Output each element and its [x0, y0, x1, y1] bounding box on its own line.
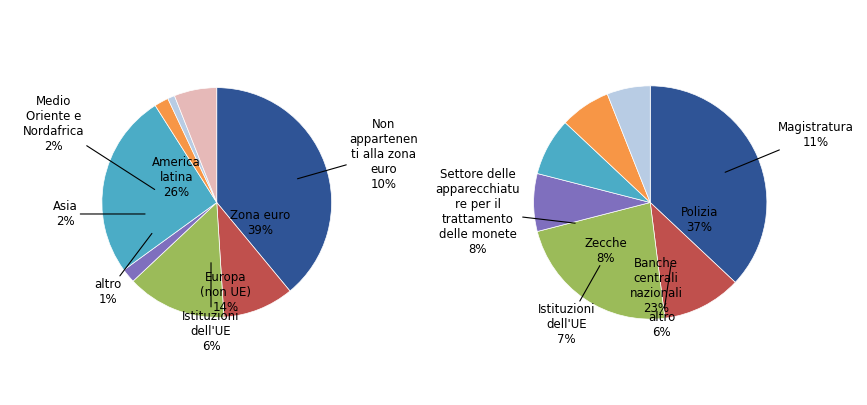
Wedge shape: [538, 202, 665, 319]
Wedge shape: [124, 202, 217, 281]
Text: altro
1%: altro 1%: [94, 233, 152, 306]
Text: America
latina
26%: America latina 26%: [153, 156, 201, 199]
Text: Medio
Oriente e
Nordafrica
2%: Medio Oriente e Nordafrica 2%: [23, 96, 154, 190]
Wedge shape: [650, 202, 735, 318]
Text: Istituzioni
dell'UE
7%: Istituzioni dell'UE 7%: [538, 266, 600, 346]
Wedge shape: [155, 98, 217, 202]
Wedge shape: [217, 87, 331, 291]
Text: Settore delle
apparecchiatu
re per il
trattamento
delle monete
8%: Settore delle apparecchiatu re per il tr…: [435, 168, 575, 256]
Wedge shape: [533, 173, 650, 232]
Wedge shape: [168, 96, 217, 202]
Text: Banche
centrali
nazionali
23%: Banche centrali nazionali 23%: [629, 258, 682, 315]
Text: Asia
2%: Asia 2%: [53, 200, 145, 228]
Wedge shape: [607, 86, 650, 202]
Wedge shape: [565, 94, 650, 202]
Text: Polizia
37%: Polizia 37%: [681, 206, 718, 234]
Wedge shape: [650, 86, 767, 282]
Text: Europa
(non UE)
14%: Europa (non UE) 14%: [200, 271, 251, 313]
Text: Non
appartenen
ti alla zona
euro
10%: Non appartenen ti alla zona euro 10%: [297, 118, 418, 191]
Text: Zona euro
39%: Zona euro 39%: [231, 209, 290, 237]
Wedge shape: [217, 202, 290, 317]
Text: Magistratura
11%: Magistratura 11%: [725, 121, 854, 172]
Wedge shape: [174, 87, 217, 202]
Text: altro
6%: altro 6%: [649, 266, 675, 339]
Wedge shape: [133, 202, 224, 318]
Text: Zecche
8%: Zecche 8%: [584, 237, 628, 266]
Wedge shape: [102, 106, 217, 270]
Wedge shape: [538, 123, 650, 202]
Text: Istituzioni
dell'UE
6%: Istituzioni dell'UE 6%: [182, 263, 240, 353]
